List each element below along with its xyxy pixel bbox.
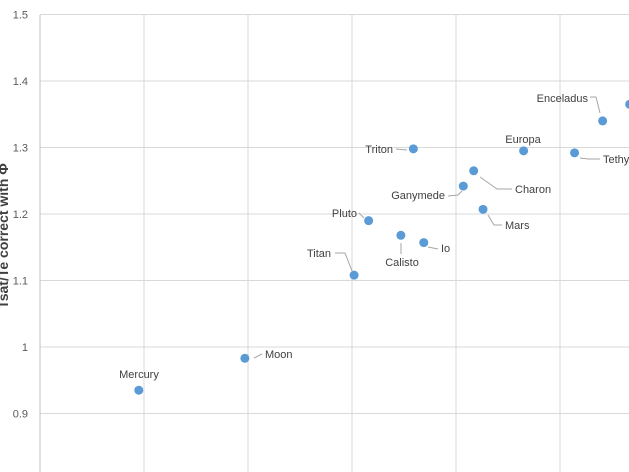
leader-line bbox=[487, 214, 502, 226]
data-label: Io bbox=[441, 243, 450, 255]
data-point bbox=[134, 385, 144, 395]
data-point bbox=[478, 204, 488, 214]
y-tick-label: 0.9 bbox=[13, 409, 28, 421]
leader-line bbox=[590, 96, 601, 114]
data-label: Triton bbox=[365, 144, 393, 156]
data-label: Ganymede bbox=[391, 190, 445, 202]
data-point bbox=[408, 144, 418, 154]
y-tick-label: 1.2 bbox=[13, 209, 28, 221]
y-tick-label: 1.1 bbox=[13, 276, 28, 288]
leader-line bbox=[253, 353, 263, 359]
leader-line bbox=[335, 252, 353, 272]
leader-line bbox=[395, 148, 408, 151]
data-label: Calisto bbox=[385, 257, 419, 269]
data-point bbox=[364, 216, 374, 226]
y-tick-label: 1.5 bbox=[13, 10, 28, 22]
data-label: Europa bbox=[505, 134, 541, 146]
data-point bbox=[519, 146, 529, 156]
data-label: Pluto bbox=[332, 208, 357, 220]
data-label: Moon bbox=[265, 349, 293, 361]
data-point bbox=[469, 166, 479, 176]
data-label: Tethys bbox=[603, 154, 629, 166]
leader-line bbox=[427, 246, 439, 250]
data-label: Enceladus bbox=[537, 93, 589, 105]
y-tick-label: 1 bbox=[22, 342, 28, 354]
data-point bbox=[349, 270, 359, 280]
data-point bbox=[419, 238, 429, 248]
gridlines bbox=[40, 14, 629, 472]
data-label: Charon bbox=[515, 184, 551, 196]
data-points bbox=[134, 99, 629, 395]
y-tick-label: 1.3 bbox=[13, 143, 28, 155]
leader-line bbox=[358, 212, 365, 219]
data-label: Titan bbox=[307, 248, 331, 260]
data-label: Mercury bbox=[119, 369, 159, 381]
data-point bbox=[625, 99, 629, 109]
data-point bbox=[396, 230, 406, 240]
leader-line bbox=[579, 157, 600, 160]
data-label: Mars bbox=[505, 220, 530, 232]
label-leader-lines bbox=[253, 96, 601, 359]
data-point bbox=[598, 116, 608, 126]
y-tick-label: 1.4 bbox=[13, 76, 28, 88]
y-axis-title: Tsat/Te correct with Φ bbox=[0, 163, 11, 309]
data-point bbox=[570, 148, 580, 158]
y-axis: 1.5 1.4 1.3 1.2 1.1 1 0.9 bbox=[13, 10, 41, 472]
leader-line bbox=[479, 176, 512, 190]
leader-line bbox=[447, 190, 463, 197]
data-labels: Mercury Moon Titan Pluto Calisto Io Triton Gany… bbox=[119, 93, 629, 381]
data-point bbox=[240, 353, 250, 363]
data-point bbox=[458, 181, 468, 191]
